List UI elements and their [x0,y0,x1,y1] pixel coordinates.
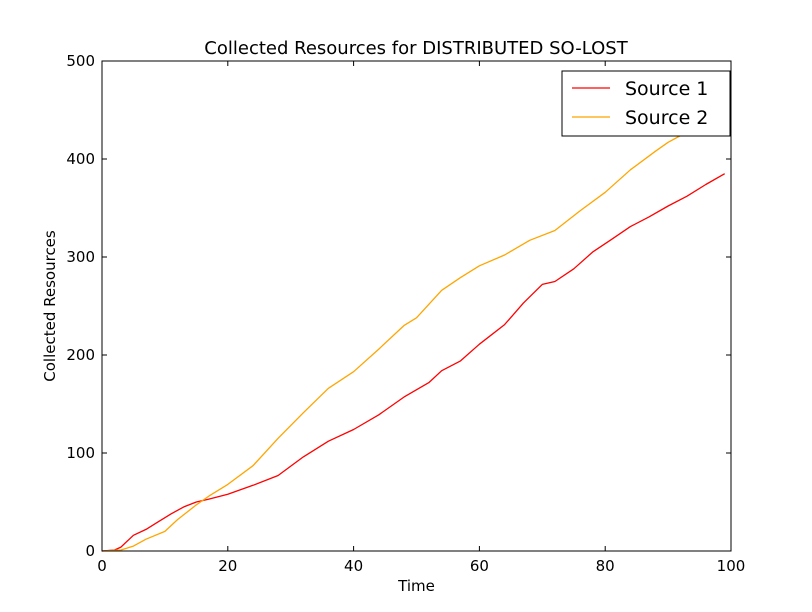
plot-area [102,61,731,551]
y-tick-label: 400 [66,150,95,168]
x-tick-label: 60 [470,557,489,575]
y-tick-label: 500 [66,52,95,70]
plot-frame [101,60,732,552]
y-tick-label: 100 [66,444,95,462]
legend-label-1: Source 1 [625,78,708,100]
x-tick-label: 100 [717,557,746,575]
y-axis-label: Collected Resources [41,230,59,382]
legend-label-2: Source 2 [625,107,708,129]
ticks-layer: 0 20 40 60 80 100 0 100 200 300 400 500 [66,52,745,575]
series-line-2 [101,99,726,552]
x-tick-label: 80 [596,557,615,575]
legend: Source 1 Source 2 [561,70,731,137]
chart-title: Collected Resources for DISTRIBUTED SO-L… [204,38,628,59]
y-tick-label: 0 [85,542,95,560]
x-tick-label: 0 [97,557,107,575]
y-tick-label: 300 [66,248,95,266]
legend-box [561,70,731,137]
series-line-1 [101,173,726,552]
plot-background [102,61,731,551]
x-axis-label: Time [397,577,435,595]
x-tick-label: 40 [344,557,363,575]
y-tick-label: 200 [66,346,95,364]
x-tick-label: 20 [218,557,237,575]
series-layer [101,99,726,552]
